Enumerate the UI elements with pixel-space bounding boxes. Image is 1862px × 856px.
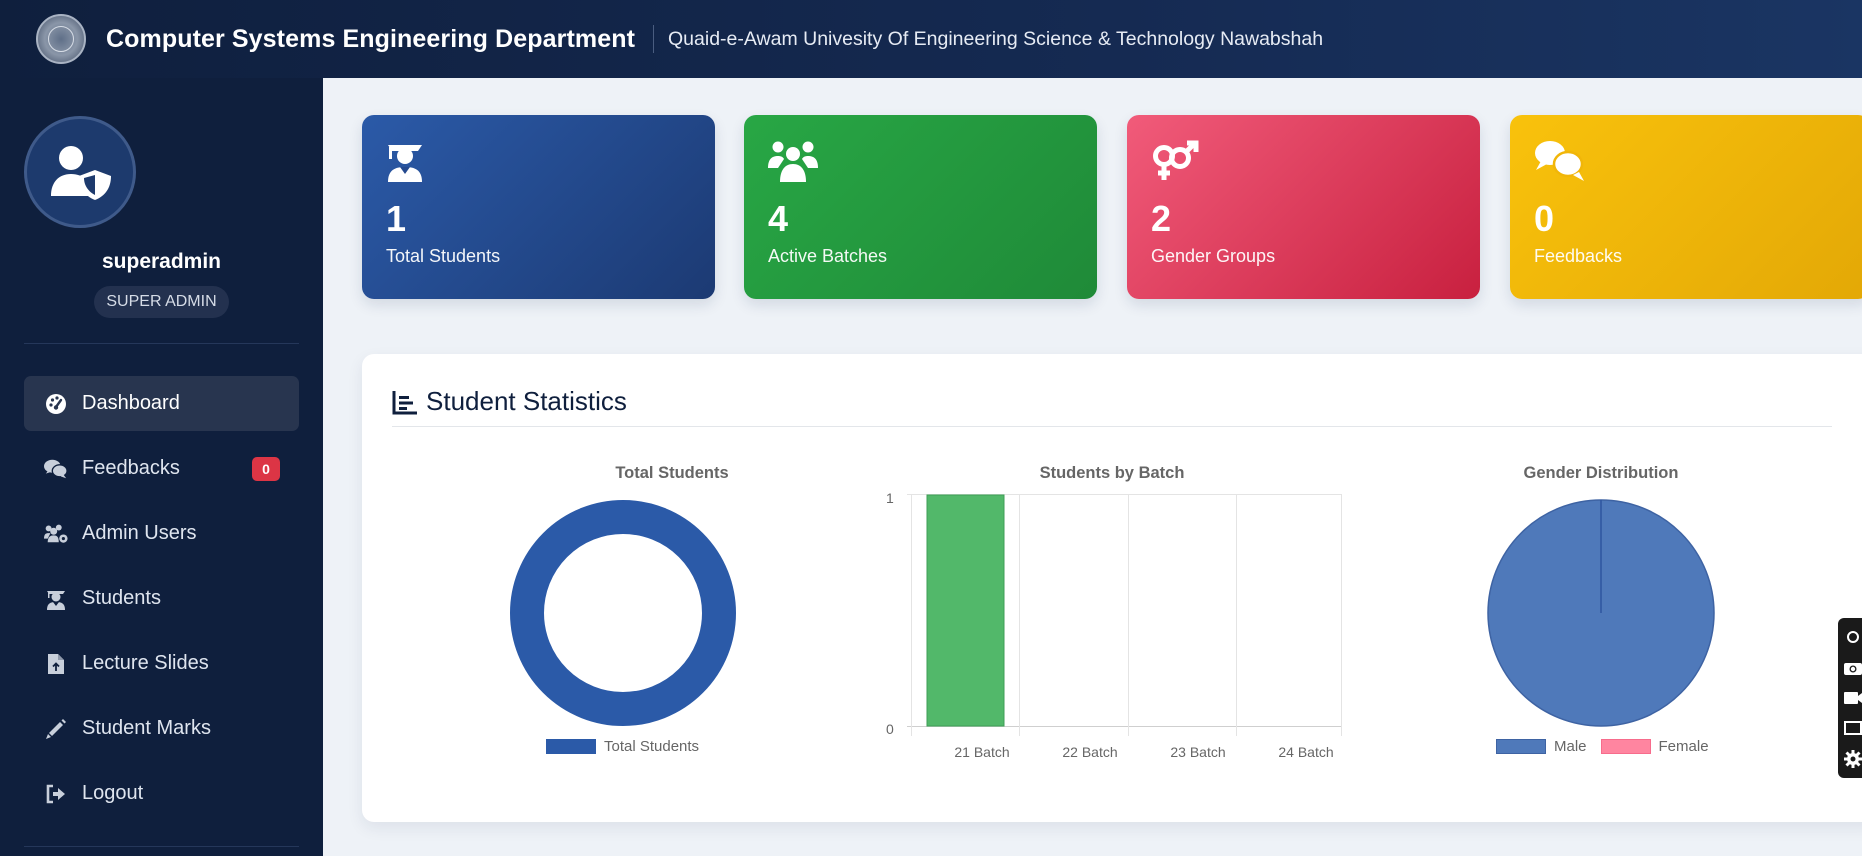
gender-distribution-pie-chart[interactable] (1486, 498, 1716, 728)
stat-card-active-batches: 4 Active Batches (744, 115, 1097, 299)
sidebar-item-feedbacks[interactable]: Feedbacks 0 (24, 441, 299, 496)
sidebar: superadmin SUPER ADMIN Dashboard Feedbac… (0, 78, 323, 856)
sidebar-item-label: Logout (82, 782, 144, 804)
stat-value: 0 (1534, 198, 1555, 239)
stat-card-gender-groups: 2 Gender Groups (1127, 115, 1480, 299)
sidebar-item-dashboard[interactable]: Dashboard (24, 376, 299, 431)
panel-divider (392, 426, 1832, 427)
x-tick: 22 Batch (1062, 744, 1118, 760)
video-icon[interactable] (1842, 687, 1862, 709)
users-icon (768, 139, 1073, 183)
camera-icon[interactable] (1842, 657, 1862, 679)
sidebar-item-admin-users[interactable]: Admin Users (24, 506, 299, 561)
chart-title: Total Students (615, 464, 729, 482)
department-title: Computer Systems Engineering Department (106, 24, 636, 53)
x-tick: 23 Batch (1170, 744, 1226, 760)
sidebar-item-students[interactable]: Students (24, 571, 299, 626)
stat-label: Gender Groups (1151, 246, 1276, 266)
sidebar-item-logout[interactable]: Logout (24, 766, 299, 821)
sidebar-item-label: Student Marks (82, 717, 211, 739)
chart-title: Students by Batch (1039, 464, 1185, 482)
feedback-count-badge: 0 (252, 457, 280, 481)
total-students-doughnut-chart[interactable] (508, 498, 738, 728)
panel-title-text: Student Statistics (426, 386, 627, 416)
sidebar-divider (24, 343, 299, 344)
header-divider (653, 25, 655, 53)
file-upload-icon (44, 652, 68, 676)
floating-toolbar (1838, 618, 1862, 778)
window-icon[interactable] (1842, 717, 1862, 739)
legend-swatch-female (1600, 739, 1651, 754)
legend-swatch (546, 739, 596, 754)
user-graduate-icon (386, 139, 691, 183)
stat-value: 1 (386, 198, 407, 239)
top-header: Computer Systems Engineering Department … (0, 0, 1862, 78)
sidebar-nav: Dashboard Feedbacks 0 Admin Users Studen… (24, 376, 299, 831)
panel-title: Student Statistics (392, 386, 627, 417)
chart-bar-icon (392, 389, 418, 415)
settings-icon[interactable] (1842, 748, 1862, 770)
stat-card-total-students: 1 Total Students (362, 115, 715, 299)
stat-label: Active Batches (768, 246, 888, 266)
sidebar-item-label: Feedbacks (82, 457, 180, 479)
extension-icon[interactable] (1842, 626, 1862, 648)
student-statistics-panel: Student Statistics Total Students Total … (362, 354, 1862, 822)
sidebar-item-label: Lecture Slides (82, 652, 209, 674)
legend-label: Male (1554, 738, 1587, 755)
stat-value: 2 (1151, 198, 1172, 239)
y-tick: 0 (886, 721, 894, 737)
venus-mars-icon (1151, 139, 1456, 183)
stat-value: 4 (768, 198, 789, 239)
sign-out-icon (44, 782, 68, 806)
y-tick: 1 (886, 490, 894, 506)
students-by-batch-bar-chart[interactable] (899, 494, 1509, 754)
role-badge: SUPER ADMIN (94, 286, 229, 318)
legend-label: Total Students (604, 738, 700, 755)
tachometer-icon (44, 392, 68, 416)
sidebar-item-label: Admin Users (82, 522, 197, 544)
sidebar-divider (24, 846, 299, 847)
legend-label: Female (1658, 738, 1709, 755)
stat-card-feedbacks: 0 Feedbacks (1510, 115, 1862, 299)
stat-label: Total Students (386, 246, 501, 266)
user-graduate-icon (44, 587, 68, 611)
chart-title: Gender Distribution (1523, 464, 1679, 482)
comments-icon (44, 457, 68, 481)
pencil-icon (44, 717, 68, 741)
university-name: Quaid-e-Awam Univesity Of Engineering Sc… (668, 27, 1324, 50)
x-tick: 21 Batch (954, 744, 1010, 760)
sidebar-item-label: Dashboard (82, 392, 180, 414)
sidebar-item-lecture-slides[interactable]: Lecture Slides (24, 636, 299, 691)
users-cog-icon (44, 522, 68, 546)
username: superadmin (101, 250, 222, 273)
legend-swatch-male (1496, 739, 1546, 754)
stat-label: Feedbacks (1534, 246, 1623, 266)
sidebar-item-student-marks[interactable]: Student Marks (24, 701, 299, 756)
chart-legend: Male Female (1496, 738, 1709, 755)
chart-legend: Total Students (546, 738, 699, 755)
sidebar-item-label: Students (82, 587, 161, 609)
comments-icon (1534, 139, 1846, 183)
user-shield-icon (51, 146, 111, 200)
x-tick: 24 Batch (1278, 744, 1334, 760)
university-seal-icon (36, 14, 86, 64)
avatar (24, 116, 136, 228)
